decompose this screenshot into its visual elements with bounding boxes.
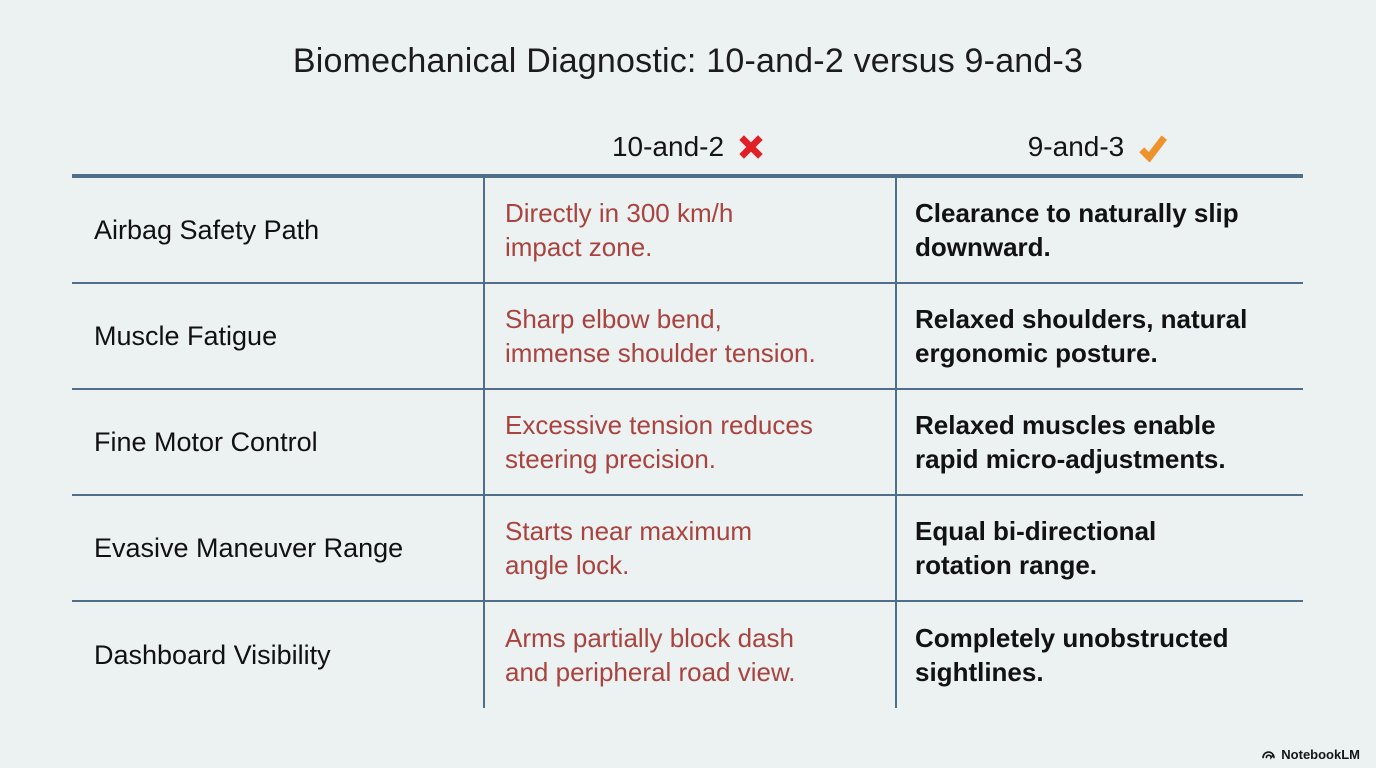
notebooklm-label: NotebookLM [1281, 747, 1360, 762]
page-title: Biomechanical Diagnostic: 10-and-2 versu… [292, 42, 1084, 80]
header-10-and-2: 10-and-2 [483, 120, 895, 178]
row-label: Evasive Maneuver Range [72, 496, 483, 602]
row-bad-cell: Directly in 300 km/h impact zone. [483, 178, 895, 284]
column-label-9-and-3: 9-and-3 [1027, 131, 1125, 162]
row-bad-cell: Excessive tension reduces steering preci… [483, 390, 895, 496]
row-good-cell: Completely unobstructed sightlines. [895, 602, 1303, 708]
row-label: Fine Motor Control [72, 390, 483, 496]
cross-icon [736, 132, 766, 162]
comparison-table: 10-and-2 9-and-3 Airbag Safety Path Direc… [72, 120, 1303, 708]
row-label: Dashboard Visibility [94, 639, 331, 670]
row-good-cell: Relaxed shoulders, natural ergonomic pos… [895, 284, 1303, 390]
header-9-and-3: 9-and-3 [895, 120, 1303, 178]
header-empty-cell [72, 120, 483, 178]
row-bad-cell: Arms partially block dash and peripheral… [483, 602, 895, 708]
row-good-cell: Equal bi-directional rotation range. [895, 496, 1303, 602]
row-good-cell: Clearance to naturally slip downward. [895, 178, 1303, 284]
row-label: Airbag Safety Path [72, 178, 483, 284]
row-bad-cell: Sharp elbow bend, immense shoulder tensi… [483, 284, 895, 390]
notebooklm-watermark: NotebookLM [1261, 747, 1360, 762]
check-icon [1136, 132, 1170, 162]
notebooklm-logo-icon [1261, 748, 1276, 762]
column-label-10-and-2: 10-and-2 [611, 131, 725, 162]
row-good-cell: Relaxed muscles enable rapid micro-adjus… [895, 390, 1303, 496]
row-bad-cell: Starts near maximum angle lock. [483, 496, 895, 602]
row-label: Muscle Fatigue [72, 284, 483, 390]
